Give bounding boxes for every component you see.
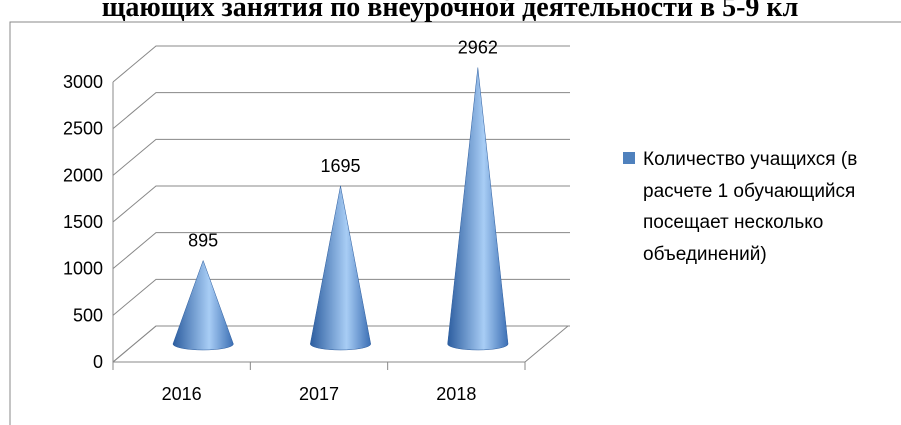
cone xyxy=(172,259,234,351)
y-tick-label: 1000 xyxy=(63,259,103,279)
cone xyxy=(310,185,371,351)
grid-line xyxy=(112,138,570,176)
y-tick-label: 3000 xyxy=(63,72,103,92)
grid-line xyxy=(112,325,570,363)
grid-line xyxy=(112,45,570,83)
y-tick-label: 1500 xyxy=(63,212,103,232)
y-tick-label: 2000 xyxy=(63,165,103,185)
x-tick-label: 2018 xyxy=(436,384,476,404)
data-label: 2962 xyxy=(458,38,498,58)
data-label: 1695 xyxy=(320,156,360,176)
y-tick-label: 500 xyxy=(73,305,103,325)
chart-title: щающих занятия по внеурочной деятельност… xyxy=(102,0,799,23)
grid-line xyxy=(112,232,570,270)
legend-label: Количество учащихся (в расчете 1 обучающ… xyxy=(643,149,858,265)
legend-swatch xyxy=(623,152,635,164)
cone xyxy=(447,67,509,351)
y-tick-label: 0 xyxy=(93,352,103,372)
grid-line xyxy=(112,185,570,223)
grid-line xyxy=(112,278,570,316)
chart-border xyxy=(9,21,901,425)
data-label: 895 xyxy=(188,230,218,250)
y-tick-label: 2500 xyxy=(63,119,103,139)
grid-line xyxy=(112,92,570,130)
x-tick-label: 2017 xyxy=(299,384,339,404)
x-tick-label: 2016 xyxy=(162,384,202,404)
